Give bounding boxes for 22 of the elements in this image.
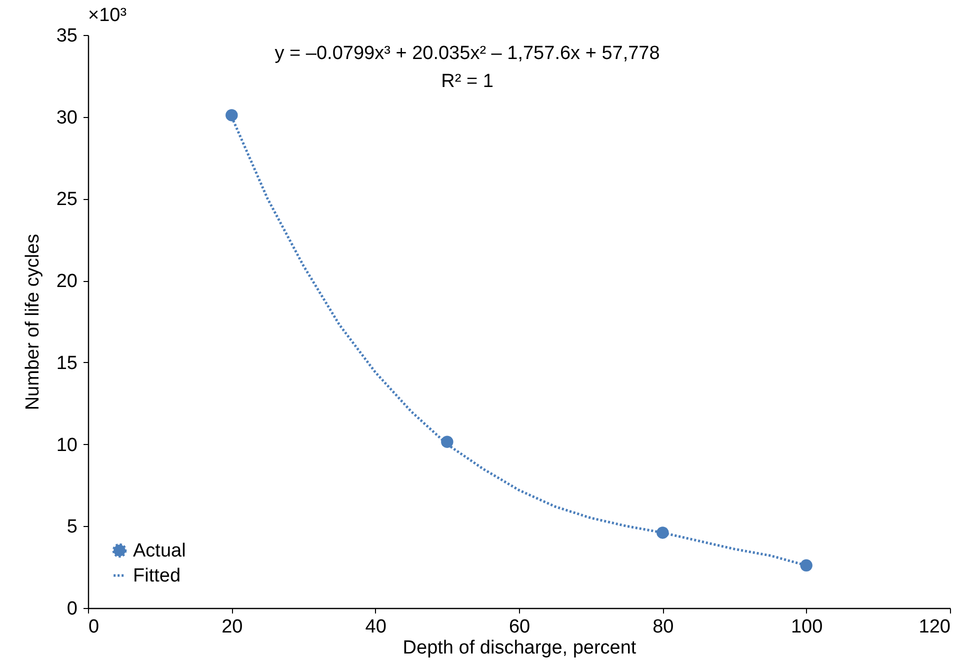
y-tick-label: 25 xyxy=(56,189,78,210)
legend-label: Actual xyxy=(133,540,186,562)
legend-label: Fitted xyxy=(133,566,181,586)
text: ×10³ xyxy=(88,5,127,26)
x-tick-label: 60 xyxy=(508,616,530,638)
x-tick-label: 40 xyxy=(365,616,386,638)
y-tick-label: 10 xyxy=(56,434,78,456)
y-axis-title: Number of life cycles xyxy=(22,234,44,410)
x-tick-label: 120 xyxy=(918,616,950,638)
annotation: R² = 1 xyxy=(441,71,494,92)
x-tick-label: 100 xyxy=(790,616,823,638)
x-axis-title: Depth of discharge, percent xyxy=(402,638,637,658)
y-tick-label: 5 xyxy=(66,516,78,538)
x-tick-label: 0 xyxy=(88,616,100,638)
x-tick-label: 20 xyxy=(222,616,243,638)
y-tick-label: 0 xyxy=(66,598,78,620)
y-tick-label: 15 xyxy=(56,352,78,374)
x-tick-label: 80 xyxy=(652,616,674,638)
annotation: y = –0.0799x³ + 20.035x² – 1,757.6x + 57,778 xyxy=(274,43,660,64)
y-tick-label: 35 xyxy=(56,26,78,46)
y-tick-label: 20 xyxy=(56,271,78,292)
y-tick-label: 30 xyxy=(56,107,78,128)
